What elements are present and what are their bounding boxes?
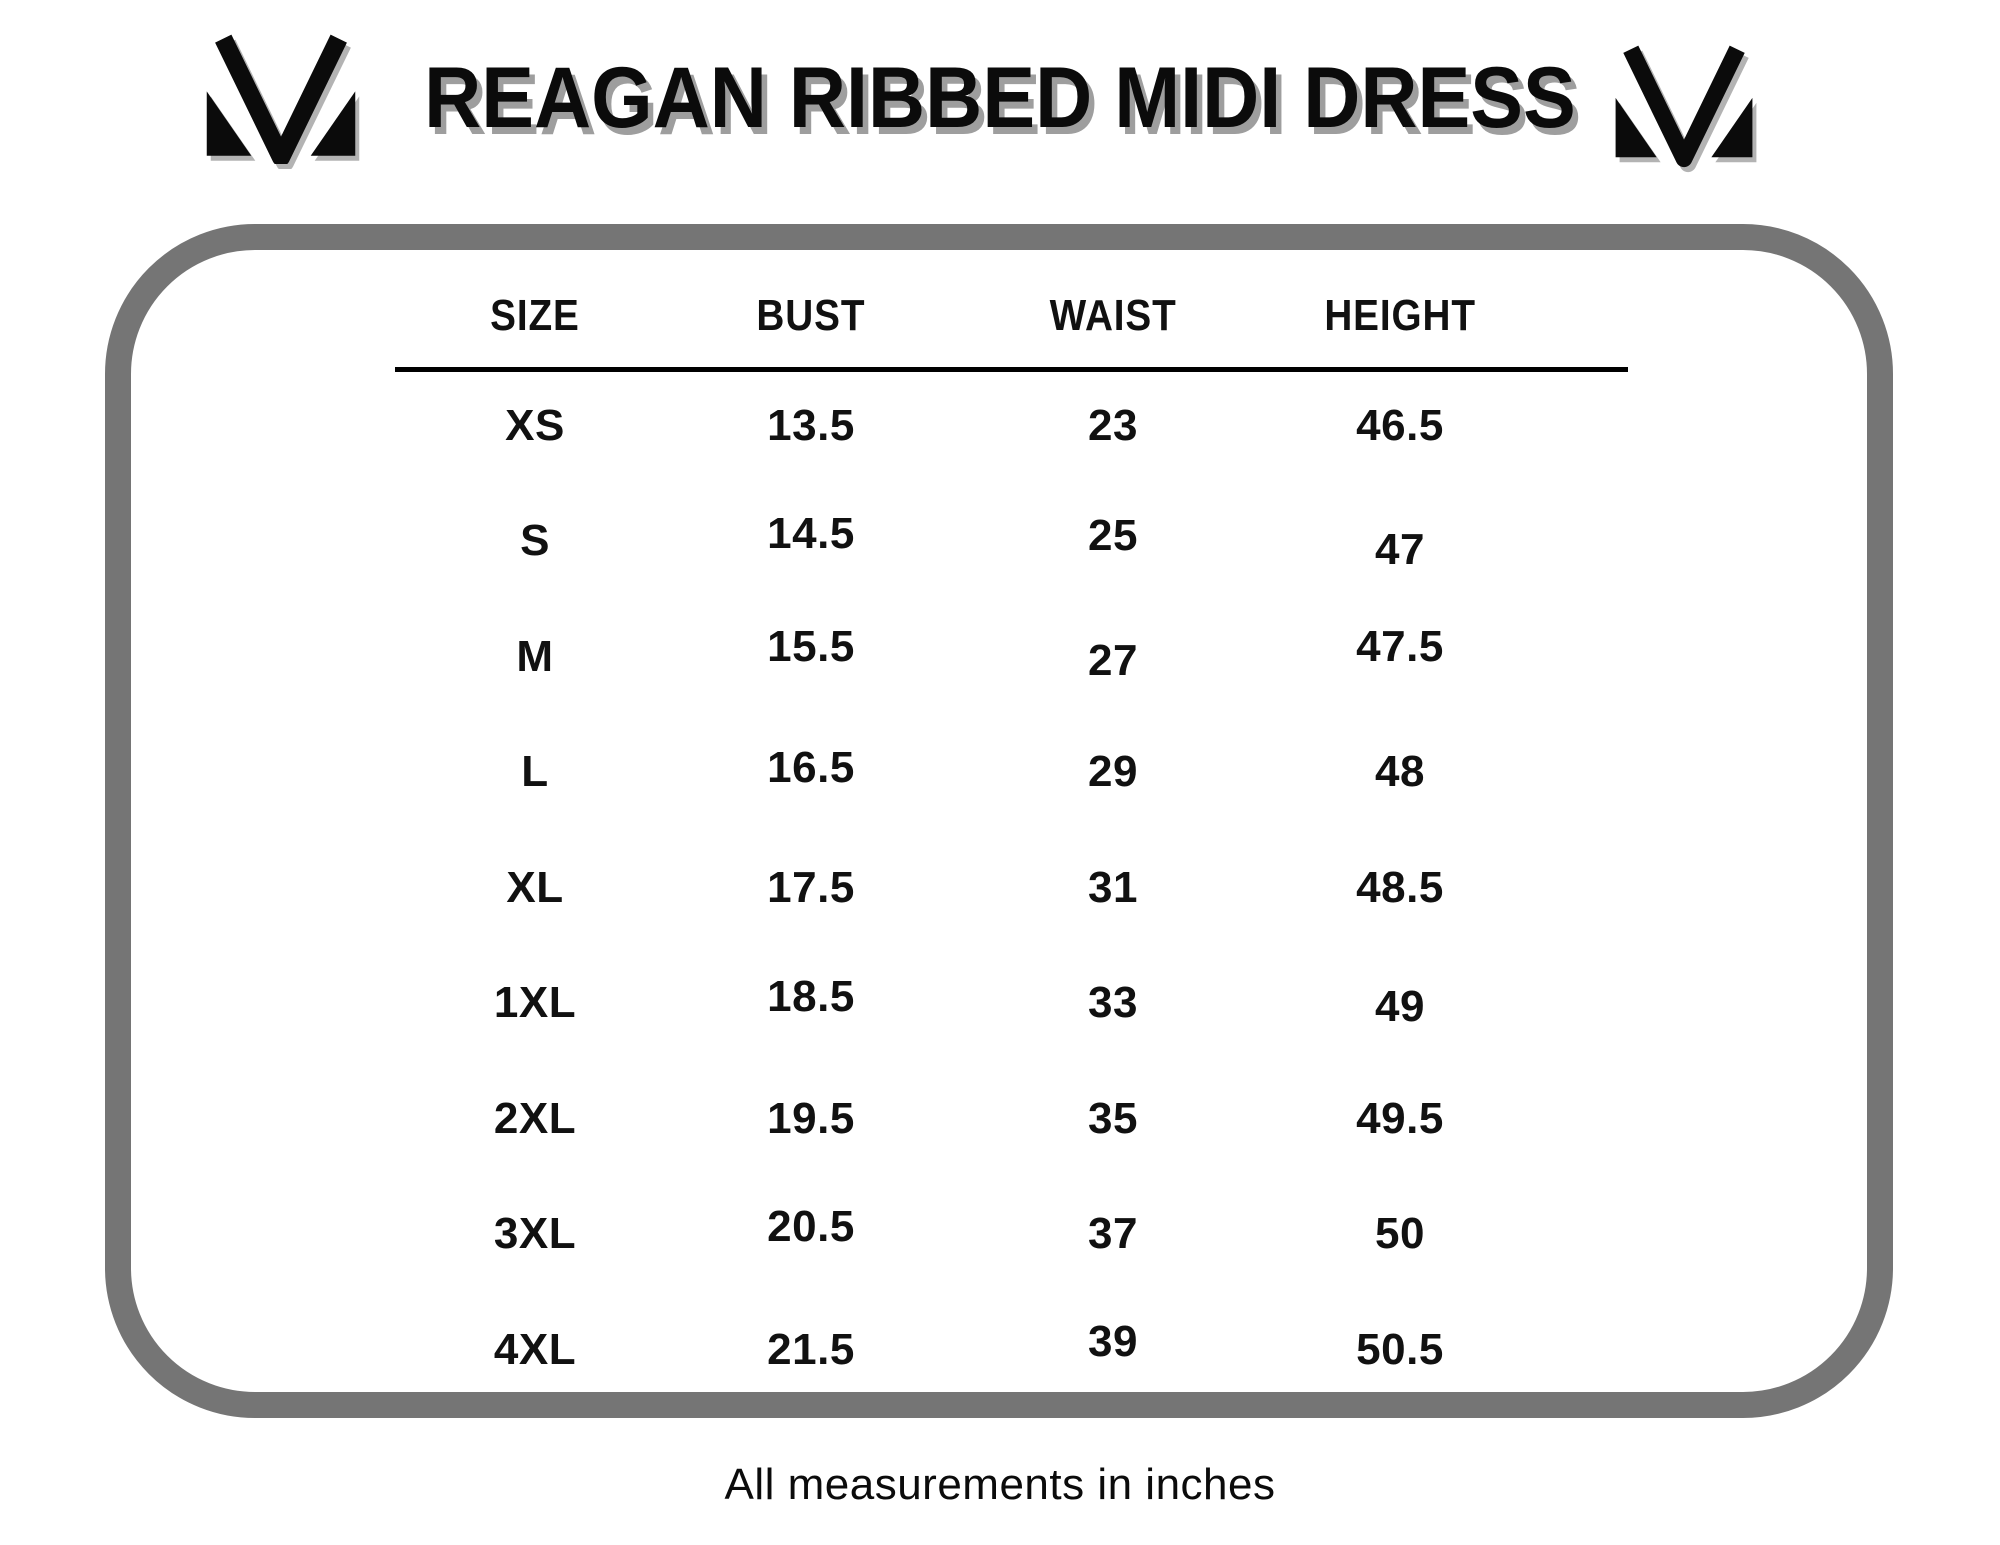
bust-cell: 14.5 [767, 509, 855, 559]
waist-cell: 25 [1088, 511, 1138, 561]
waist-cell: 37 [1088, 1209, 1138, 1259]
size-cell: L [521, 747, 549, 797]
size-cell: 3XL [493, 1209, 577, 1259]
size-cell: M [516, 631, 554, 681]
size-cell: XS [505, 400, 565, 450]
size-chart-header-row: SIZE BUST WAIST HEIGHT [395, 288, 1521, 344]
height-cell: 49 [1375, 982, 1425, 1032]
column-header-size: SIZE [490, 291, 580, 340]
footer: All measurements in inches [0, 1452, 2000, 1518]
waist-cell: 31 [1088, 862, 1138, 912]
bust-cell: 17.5 [767, 862, 855, 912]
bust-cell: 15.5 [767, 621, 855, 671]
waist-cell: 27 [1088, 635, 1138, 685]
bust-cell: 18.5 [767, 972, 855, 1022]
waist-cell: 29 [1088, 747, 1138, 797]
measurements-note: All measurements in inches [724, 1460, 1276, 1509]
bust-cell: 19.5 [767, 1093, 855, 1143]
waist-cell: 35 [1088, 1093, 1138, 1143]
size-cell: S [520, 516, 550, 566]
bust-cell: 21.5 [767, 1324, 855, 1374]
size-chart-table: XS 13.5 23 46.5 S 14.5 25 47 M 15.5 27 47.5 L 16.5 29 4… [395, 368, 1521, 1408]
column-header-bust: BUST [756, 291, 866, 340]
size-cell: XL [506, 862, 564, 912]
height-cell: 48 [1375, 747, 1425, 797]
height-cell: 47 [1375, 525, 1425, 575]
height-cell: 48.5 [1356, 862, 1444, 912]
bust-cell: 20.5 [767, 1202, 855, 1252]
bust-cell: 16.5 [767, 743, 855, 793]
waist-cell: 33 [1088, 978, 1138, 1028]
size-cell: 1XL [493, 978, 577, 1028]
bust-cell: 13.5 [767, 400, 855, 450]
waist-cell: 23 [1088, 400, 1138, 450]
height-cell: 46.5 [1356, 400, 1444, 450]
height-cell: 50 [1375, 1209, 1425, 1259]
height-cell: 47.5 [1356, 621, 1444, 671]
height-cell: 50.5 [1356, 1324, 1444, 1374]
column-header-waist: WAIST [1049, 291, 1177, 340]
column-header-height: HEIGHT [1324, 291, 1476, 340]
size-chart-frame [105, 224, 1893, 1418]
size-cell: 2XL [493, 1093, 577, 1143]
header-divider [395, 367, 1628, 372]
m-monogram-icon [206, 34, 356, 164]
m-monogram-icon [1615, 45, 1753, 168]
page-title: REAGAN RIBBED MIDI DRESS [424, 49, 1576, 146]
height-cell: 49.5 [1356, 1093, 1444, 1143]
header: REAGAN RIBBED MIDI DRESS [0, 28, 2000, 168]
waist-cell: 39 [1088, 1316, 1138, 1366]
size-cell: 4XL [493, 1324, 577, 1374]
